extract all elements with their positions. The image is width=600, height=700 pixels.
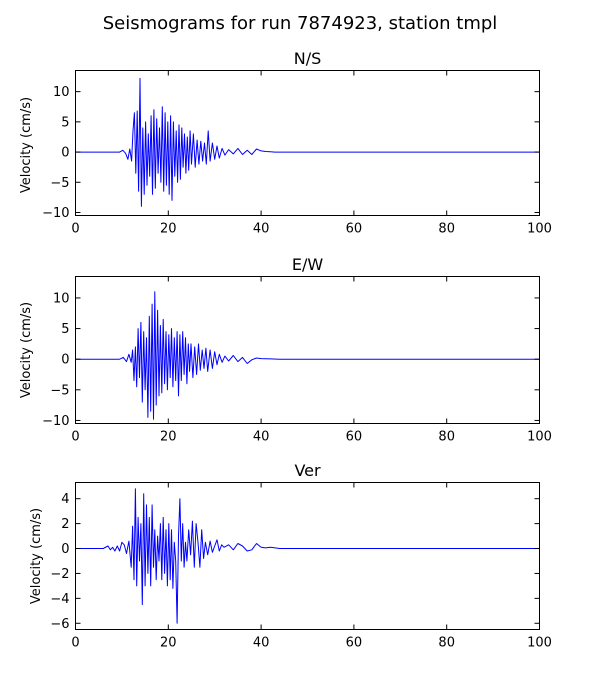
x-tick-label: 80: [438, 636, 455, 651]
panel-ver: Ver 420−2−4−6 0 20 40 60 80 100 Velocity (cm/…: [29, 461, 552, 651]
panel-ns: N/S 10 5 0 −5 −10 0 20 40 60 80 100 Velocity (cm/…: [19, 49, 552, 237]
x-tick-label: 40: [253, 222, 270, 237]
x-tick-label: 40: [253, 430, 270, 445]
y-tick-label: 0: [61, 146, 69, 161]
x-tick-label: 80: [438, 430, 455, 445]
x-tick-label: 0: [71, 430, 79, 445]
panel-ew-frame: [75, 276, 540, 424]
y-tick-label: −10: [42, 414, 69, 429]
panel-ew-title: E/W: [292, 255, 324, 274]
y-tick-label: −5: [50, 176, 69, 191]
y-tick-label: −2: [50, 567, 69, 582]
panel-ns-ylabel: Velocity (cm/s): [19, 97, 34, 193]
x-tick-label: 100: [527, 222, 552, 237]
panel-ew-plot-area: [75, 276, 540, 424]
panel-ver-ylabel: Velocity (cm/s): [29, 508, 44, 604]
x-tick-label: 80: [438, 222, 455, 237]
panel-ns-yticks: 10 5 0 −5 −10: [42, 85, 540, 221]
y-tick-label: −6: [50, 617, 69, 632]
x-tick-label: 20: [160, 222, 177, 237]
panel-ew-ylabel: Velocity (cm/s): [19, 302, 34, 398]
x-tick-label: 100: [527, 430, 552, 445]
x-tick-label: 60: [346, 430, 363, 445]
panel-ver-yticks: 4 2 0 −2 −4 −6: [50, 492, 540, 632]
y-tick-label: −4: [50, 592, 69, 607]
panel-ns-frame: [75, 70, 540, 216]
y-tick-label: 5: [61, 115, 69, 130]
panel-ns-series: [75, 77, 540, 207]
y-tick-label: −10: [42, 206, 69, 221]
y-tick-label: 5: [61, 322, 69, 337]
panel-ver-frame: [75, 482, 540, 630]
y-tick-label: 10: [53, 85, 70, 100]
y-tick-label: 10: [53, 291, 70, 306]
y-tick-label: 0: [61, 353, 69, 368]
x-tick-label: 60: [346, 636, 363, 651]
panel-ver-waveform-line: [75, 488, 540, 624]
panel-ew-waveform-line: [75, 291, 540, 420]
x-tick-label: 0: [71, 222, 79, 237]
x-tick-label: 20: [160, 430, 177, 445]
panel-ns-title: N/S: [294, 49, 322, 68]
x-tick-label: 20: [160, 636, 177, 651]
x-tick-label: 100: [527, 636, 552, 651]
panel-ns-xticks: 0 20 40 60 80 100: [71, 70, 552, 237]
panel-ew-series: [75, 291, 540, 420]
y-tick-label: 0: [61, 542, 69, 557]
x-tick-label: 0: [71, 636, 79, 651]
panel-ver-title: Ver: [294, 461, 321, 480]
panel-ns-waveform-line: [75, 77, 540, 207]
panel-ver-series: [75, 488, 540, 624]
x-tick-label: 40: [253, 636, 270, 651]
figure-suptitle: Seismograms for run 7874923, station tmp…: [103, 13, 498, 34]
panel-ew: E/W 10 5 0 −5 −10 0 20 40 60 80 100 Velocity (cm/…: [19, 255, 552, 445]
y-tick-label: 4: [61, 492, 69, 507]
x-tick-label: 60: [346, 222, 363, 237]
y-tick-label: −5: [50, 383, 69, 398]
y-tick-label: 2: [61, 517, 69, 532]
panel-ew-yticks: 10 5 0 −5 −10: [42, 291, 540, 429]
